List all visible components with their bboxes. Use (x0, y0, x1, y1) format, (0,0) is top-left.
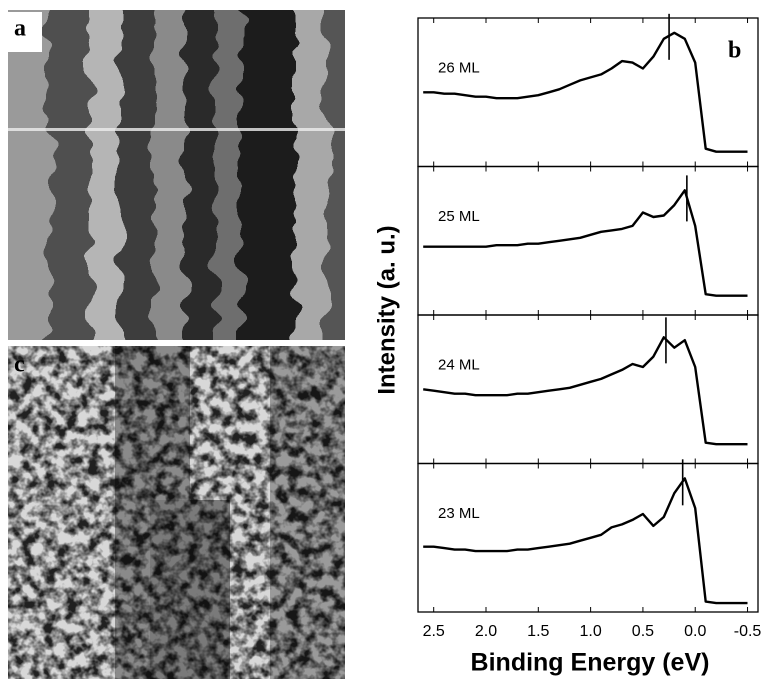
series-label: 23 ML (438, 505, 480, 522)
spectrum-line (423, 31, 748, 153)
label-box (8, 12, 42, 52)
panel-frame (417, 17, 759, 168)
image-a (8, 10, 345, 340)
spectrum-line (423, 477, 748, 605)
x-tick-label: -0.5 (734, 623, 762, 640)
x-axis-label: Binding Energy (eV) (471, 649, 710, 677)
spectrum-line (423, 189, 748, 297)
image-c (8, 346, 345, 679)
panel-label: b (728, 38, 741, 64)
series-label: 26 ML (438, 59, 480, 76)
series-label: 25 ML (438, 208, 480, 225)
x-tick-label: 2.5 (423, 623, 445, 640)
x-tick-label: 0.0 (684, 623, 706, 640)
panel-frame (417, 462, 759, 613)
panel-label: c (14, 352, 25, 378)
spectrum-line (423, 336, 748, 446)
x-tick-label: 2.0 (475, 623, 497, 640)
series-label: 24 ML (438, 356, 480, 373)
panel-label: a (14, 16, 26, 42)
x-tick-label: 1.5 (527, 623, 549, 640)
x-tick-label: 1.0 (579, 623, 601, 640)
x-tick-label: 0.5 (632, 623, 654, 640)
y-axis-label: Intensity (a. u.) (373, 225, 400, 394)
panel-frame (417, 314, 759, 465)
panel-frame (417, 165, 759, 316)
